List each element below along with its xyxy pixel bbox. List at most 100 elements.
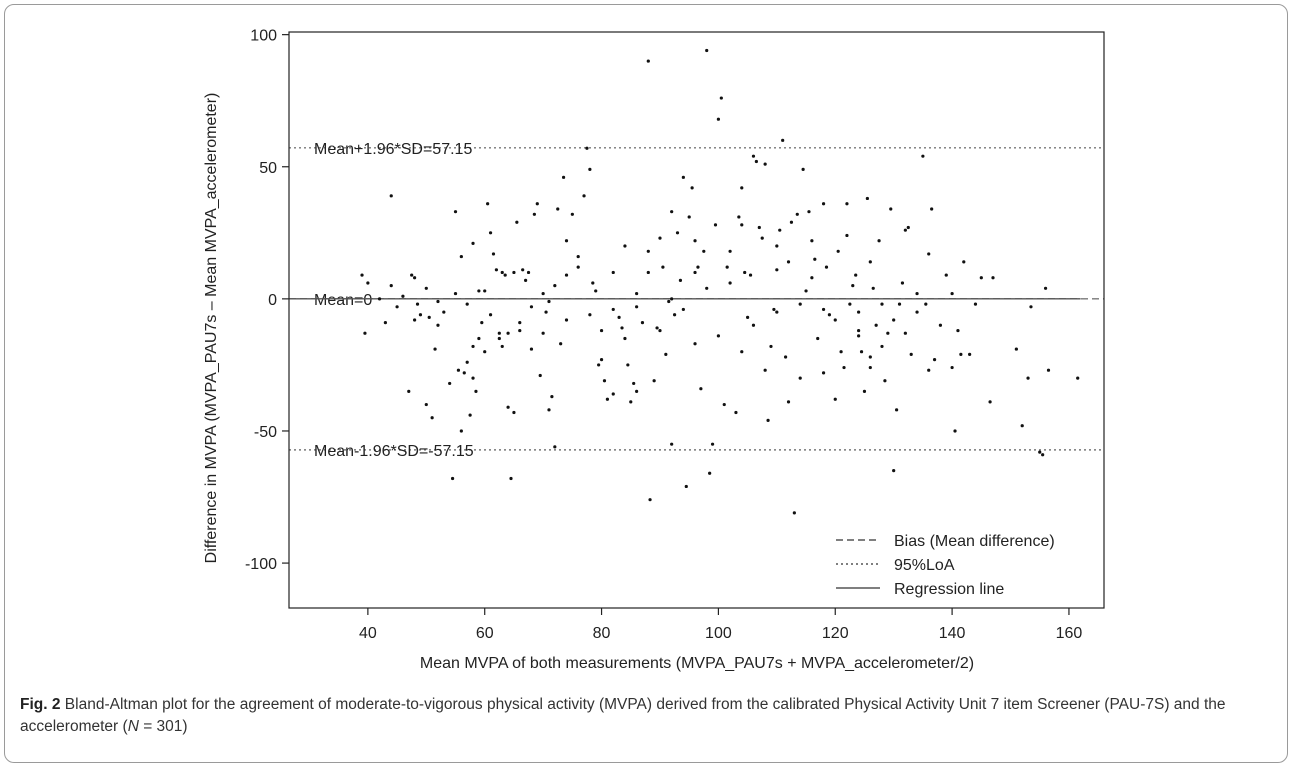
legend-label: Bias (Mean difference) <box>894 533 1055 550</box>
data-point <box>629 400 633 404</box>
data-point <box>836 249 840 253</box>
data-point <box>564 318 569 322</box>
data-point <box>754 159 758 164</box>
data-point <box>769 344 773 349</box>
data-point <box>415 302 420 306</box>
data-point <box>611 307 615 312</box>
data-point <box>480 321 484 325</box>
data-point <box>576 254 580 259</box>
data-point <box>783 355 788 359</box>
data-points <box>360 48 1080 515</box>
data-point <box>699 387 703 391</box>
data-point <box>635 291 639 296</box>
data-point <box>734 410 738 415</box>
data-point <box>868 260 872 264</box>
data-point <box>845 233 849 238</box>
data-point <box>684 484 688 489</box>
data-point <box>366 281 370 285</box>
data-point <box>483 350 487 354</box>
y-tick-label: -100 <box>245 556 277 573</box>
data-point <box>486 202 490 206</box>
data-point <box>462 371 466 375</box>
data-point <box>693 239 697 243</box>
data-point <box>544 310 548 314</box>
data-point <box>725 265 729 269</box>
data-point <box>430 416 434 420</box>
data-point <box>477 336 481 341</box>
data-point <box>594 289 598 293</box>
data-point <box>903 331 907 335</box>
axes: 40 60 80 100 120 140 160 -100 -50 0 50 100 <box>245 28 1105 642</box>
x-tick-label: 160 <box>1056 625 1083 642</box>
data-point <box>845 202 849 206</box>
data-point <box>602 379 607 383</box>
data-point <box>894 408 899 412</box>
data-point <box>696 265 700 269</box>
data-point <box>670 297 674 301</box>
data-point <box>991 276 995 280</box>
data-point <box>626 363 630 367</box>
data-point <box>681 307 685 312</box>
data-point <box>661 265 665 269</box>
data-point <box>401 294 405 298</box>
data-point <box>389 194 393 198</box>
data-point <box>623 336 627 341</box>
data-point <box>503 273 507 277</box>
data-point <box>599 328 604 333</box>
data-point <box>518 328 522 333</box>
data-point <box>716 334 721 338</box>
data-point <box>658 328 662 333</box>
data-point <box>821 371 826 375</box>
data-point <box>605 397 610 401</box>
data-point <box>675 231 680 235</box>
data-point <box>763 162 767 166</box>
data-point <box>611 392 615 396</box>
data-point <box>693 270 697 275</box>
data-point <box>833 397 837 401</box>
data-point <box>906 225 910 230</box>
data-point <box>930 207 934 211</box>
data-point <box>880 302 884 306</box>
data-point <box>529 305 534 309</box>
data-point <box>868 365 872 370</box>
data-point <box>968 352 972 356</box>
data-point <box>909 352 913 356</box>
data-point <box>775 244 779 248</box>
data-point <box>915 291 919 296</box>
data-point <box>535 202 539 206</box>
legend: Bias (Mean difference) 95%LoA Regression l… <box>836 533 1055 598</box>
data-point <box>515 220 519 224</box>
data-point <box>1026 376 1030 380</box>
data-point <box>652 379 656 383</box>
data-point <box>670 442 674 446</box>
x-tick-label: 100 <box>705 625 732 642</box>
data-point <box>556 207 560 211</box>
data-point <box>474 389 478 393</box>
data-point <box>646 270 650 275</box>
data-point <box>816 336 820 341</box>
data-point <box>436 323 440 327</box>
data-point <box>1046 368 1051 372</box>
data-point <box>576 265 580 269</box>
data-point <box>857 328 861 333</box>
data-point <box>491 252 496 256</box>
data-point <box>670 210 674 214</box>
data-point <box>778 228 782 232</box>
data-point <box>424 286 428 290</box>
data-point <box>795 212 799 216</box>
data-point <box>687 215 691 219</box>
data-point <box>599 358 604 362</box>
data-point <box>1014 347 1018 351</box>
data-point <box>541 291 545 296</box>
data-point <box>433 347 437 351</box>
data-point <box>921 154 925 158</box>
data-point <box>821 307 826 312</box>
data-point <box>623 244 627 248</box>
data-point <box>547 408 551 412</box>
data-point <box>640 321 645 325</box>
y-tick-label: 50 <box>259 160 277 177</box>
data-point <box>550 395 554 399</box>
data-point <box>553 284 557 288</box>
data-point <box>897 302 902 306</box>
data-point <box>564 273 569 277</box>
